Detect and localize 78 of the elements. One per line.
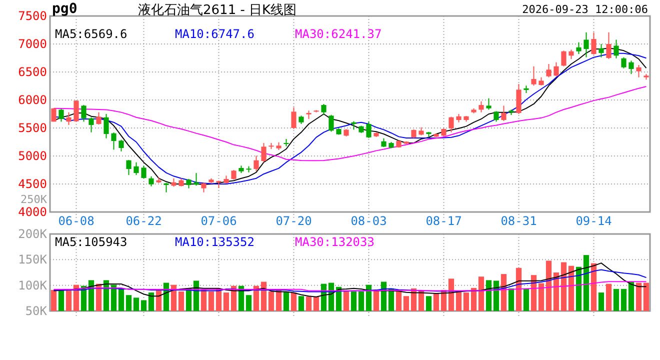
y-tick-label: 5500	[18, 121, 47, 135]
candlestick	[111, 132, 116, 150]
candlestick	[328, 114, 334, 132]
candlestick	[516, 83, 522, 114]
y-tick-label: 7000	[18, 37, 47, 51]
candlestick	[74, 100, 79, 122]
candlestick	[584, 32, 589, 58]
x-tick-label: 08-17	[426, 214, 462, 228]
candlestick	[118, 139, 124, 152]
x-tick-label: 06-22	[126, 214, 162, 228]
text: MA5:105943	[55, 235, 128, 249]
candlestick	[261, 142, 266, 163]
candlestick	[104, 114, 109, 139]
candlestick	[501, 105, 506, 122]
line-series	[53, 281, 647, 292]
y-tick-label: 150K	[18, 252, 48, 267]
candlestick	[96, 112, 102, 126]
candlestick	[621, 56, 626, 69]
candlestick	[568, 49, 574, 60]
y-tick-label: 100K	[18, 278, 48, 292]
candlestick	[321, 104, 326, 116]
candlestick	[291, 106, 296, 130]
x-tick-label: 08-31	[500, 214, 537, 228]
candlestick	[591, 32, 596, 56]
candlestick	[531, 66, 536, 86]
candlestick	[141, 165, 146, 179]
line-series	[53, 86, 647, 162]
candlestick	[576, 42, 582, 55]
candlestick	[494, 110, 499, 122]
candlestick	[448, 116, 454, 133]
candlestick	[254, 155, 259, 172]
annotation: pg0	[52, 1, 78, 17]
candlestick	[88, 116, 94, 133]
x-tick-label: 08-03	[350, 214, 387, 228]
text: 250K	[20, 193, 48, 206]
candlestick	[201, 182, 206, 193]
x-tick-label: 06-08	[58, 214, 94, 228]
candlestick	[58, 108, 64, 122]
y-tick-label: 4000	[18, 205, 47, 219]
candlestick	[636, 64, 642, 78]
candlestick	[614, 39, 619, 59]
candlestick	[598, 44, 604, 58]
candlestick	[164, 182, 169, 193]
candlestick	[486, 98, 492, 110]
candlestick	[134, 162, 139, 176]
candlestick	[366, 121, 372, 139]
chart-title: 液化石油气2611 - 日K线图	[138, 3, 297, 18]
candlestick	[561, 50, 566, 67]
y-tick-label: 200K	[18, 227, 48, 241]
x-tick-label: 07-20	[276, 214, 312, 228]
y-tick-label: 4500	[18, 177, 47, 191]
text: MA10:135352	[175, 235, 254, 249]
candlestick	[546, 63, 552, 78]
text: MA5:6569.6	[55, 27, 128, 41]
x-tick-label: 07-06	[200, 214, 237, 228]
candlestick	[284, 138, 289, 147]
y-tick-label: 6000	[18, 93, 47, 107]
text: MA10:6747.6	[175, 27, 254, 41]
candlestick	[478, 100, 484, 113]
candlestick	[231, 170, 236, 180]
candlestick	[126, 159, 132, 176]
candlestick	[148, 176, 154, 187]
line-series	[53, 262, 647, 298]
candlestick	[186, 178, 192, 189]
y-tick-label: 5000	[18, 149, 47, 163]
text: MA30:132033	[295, 235, 374, 249]
text: MA30:6241.37	[295, 27, 382, 41]
candlestick	[554, 62, 559, 77]
annotation: 2026-09-23 12:00:06	[522, 3, 648, 16]
candlestick	[194, 172, 199, 186]
candlestick	[81, 104, 86, 122]
y-tick-label: 7500	[18, 9, 47, 23]
x-tick-label: 09-14	[576, 214, 612, 228]
candlestick	[66, 112, 72, 126]
candlestick	[606, 32, 612, 60]
y-tick-label: 50K	[25, 304, 48, 318]
y-tick-label: 6500	[18, 65, 47, 79]
candlestick	[628, 60, 634, 75]
